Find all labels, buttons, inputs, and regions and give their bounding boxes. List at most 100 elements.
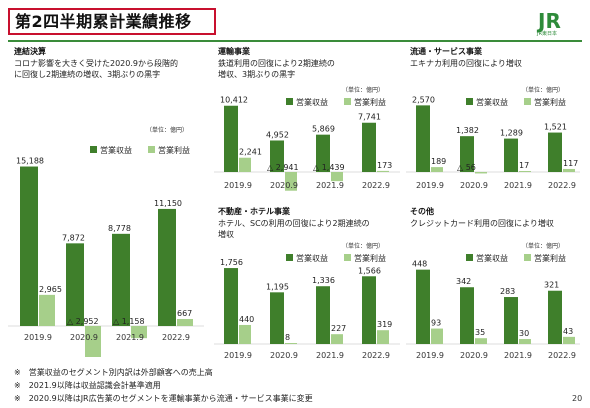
panel-title-transport: 運輸事業 [218, 47, 250, 56]
data-label-profit: △ 2,952 [67, 317, 99, 326]
data-label-profit: 93 [431, 319, 441, 328]
bar-revenue [504, 297, 518, 344]
x-tick-label: 2019.9 [416, 351, 444, 360]
legend-label-revenue: 営業収益 [476, 253, 508, 263]
data-label-profit: △ 1,158 [113, 317, 145, 326]
x-tick-label: 2020.9 [70, 333, 98, 342]
bar-profit [39, 294, 55, 326]
bar-profit [177, 318, 193, 326]
x-tick-label: 2022.9 [548, 351, 576, 360]
unit-label: （単位：億円） [342, 86, 384, 94]
legend-label-profit: 営業利益 [354, 253, 386, 263]
bar-profit [239, 324, 251, 344]
bar-revenue [224, 268, 238, 344]
bar-revenue [362, 276, 376, 344]
unit-label: （単位：億円） [522, 242, 564, 250]
panel-desc-realestate-2: 増収 [218, 230, 234, 239]
legend-swatch-revenue [466, 254, 473, 261]
svg-text:JR: JR [536, 9, 561, 33]
data-label-revenue: 1,289 [500, 129, 523, 138]
panel-title-realestate: 不動産・ホテル事業 [218, 207, 290, 216]
data-label-profit: △ 2,941 [267, 163, 299, 172]
data-label-profit: 30 [519, 329, 529, 338]
bar-profit [331, 334, 343, 344]
data-label-profit: 440 [239, 315, 254, 324]
footnote-1: ※ 営業収益のセグメント別内訳は外部顧客への売上高 [14, 368, 213, 377]
data-label-profit: 2,965 [39, 285, 62, 294]
bar-profit [563, 336, 575, 344]
x-tick-label: 2021.9 [316, 181, 344, 190]
legend-swatch-profit [524, 254, 531, 261]
data-label-profit: 8 [285, 333, 290, 342]
x-tick-label: 2020.9 [460, 351, 488, 360]
panel-desc-transport-2: 増収、3期ぶりの黒字 [218, 70, 296, 79]
legend-label-profit: 営業利益 [158, 145, 190, 155]
legend-label-profit: 営業利益 [534, 253, 566, 263]
page-number: 20 [572, 394, 583, 403]
chart-others: （単位：億円） 営業収益 営業利益 448 93 2019.9 342 35 2020.9 283… [406, 242, 580, 360]
unit-label: （単位：億円） [342, 242, 384, 250]
x-tick-label: 2021.9 [504, 181, 532, 190]
data-label-profit: 173 [377, 161, 392, 170]
data-label-profit: 2,241 [239, 148, 262, 157]
x-tick-label: 2021.9 [316, 351, 344, 360]
footnote-3: ※ 2020.9以降はJR広告業のセグメントを運輸事業から流通・サービス事業に変… [14, 394, 313, 403]
x-tick-label: 2019.9 [224, 181, 252, 190]
data-label-revenue: 448 [412, 260, 427, 269]
panel-title-others: その他 [410, 207, 434, 216]
logo-caption: JR東日本 [537, 31, 557, 37]
legend-label-profit: 営業利益 [534, 97, 566, 107]
data-label-revenue: 1,521 [544, 123, 567, 132]
legend-swatch-revenue [286, 98, 293, 105]
data-label-revenue: 7,872 [62, 233, 85, 242]
data-label-profit: 35 [475, 328, 485, 337]
data-label-revenue: 1,756 [220, 258, 243, 267]
legend-label-revenue: 営業収益 [476, 97, 508, 107]
bar-profit [475, 338, 487, 344]
bar-revenue [270, 140, 284, 172]
panel-desc-retail-1: エキナカ利用の回復により増収 [410, 59, 522, 68]
legend-label-revenue: 営業収益 [100, 145, 132, 155]
data-label-revenue: 283 [500, 287, 515, 296]
x-tick-label: 2020.9 [460, 181, 488, 190]
bar-revenue [270, 292, 284, 344]
data-label-revenue: 4,952 [266, 130, 289, 139]
x-tick-label: 2020.9 [270, 181, 298, 190]
legend-swatch-profit [524, 98, 531, 105]
legend-swatch-revenue [90, 146, 97, 153]
panel-desc-consolidated-1: コロナ影響を大きく受けた2020.9から段階的 [14, 59, 178, 68]
data-label-profit: 667 [177, 309, 192, 318]
x-tick-label: 2022.9 [162, 333, 190, 342]
header-rule [8, 40, 582, 42]
bar-profit [131, 326, 147, 339]
data-label-revenue: 2,570 [412, 95, 435, 104]
bar-revenue [548, 290, 562, 344]
data-label-revenue: 321 [544, 281, 559, 290]
x-tick-label: 2022.9 [548, 181, 576, 190]
footnote-2: ※ 2021.9以降は収益認識会計基準適用 [14, 381, 161, 390]
data-label-revenue: 11,150 [154, 199, 182, 208]
legend-label-profit: 営業利益 [354, 97, 386, 107]
page-title: 第2四半期累計業績推移 [8, 8, 216, 35]
data-label-revenue: 1,336 [312, 276, 335, 285]
data-label-revenue: 7,741 [358, 113, 381, 122]
unit-label: （単位：億円） [522, 86, 564, 94]
data-label-profit: 17 [519, 161, 529, 170]
panel-title-retail: 流通・サービス事業 [410, 47, 482, 56]
x-tick-label: 2019.9 [24, 333, 52, 342]
jr-logo-icon: JR [536, 9, 561, 33]
bar-revenue [504, 138, 518, 172]
legend-swatch-profit [344, 98, 351, 105]
bar-profit [331, 172, 343, 182]
bar-revenue [316, 286, 330, 344]
panel-desc-consolidated-2: に回復し2期連続の増収、3期ぶりの黒字 [14, 70, 161, 79]
data-label-profit: 319 [377, 320, 392, 329]
bar-profit [285, 172, 297, 191]
legend-swatch-revenue [286, 254, 293, 261]
bar-revenue [224, 105, 238, 172]
bar-revenue [460, 287, 474, 344]
bar-profit [519, 339, 531, 344]
data-label-revenue: 1,566 [358, 266, 381, 275]
legend-label-revenue: 営業収益 [296, 253, 328, 263]
